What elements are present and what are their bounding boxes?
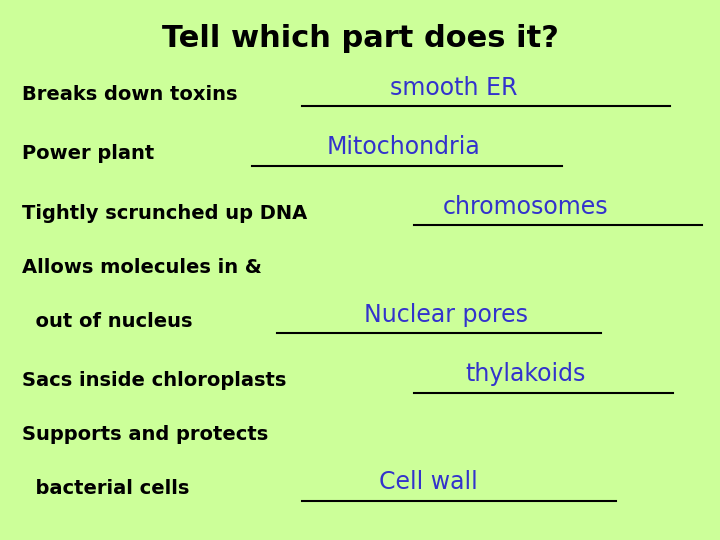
Text: Power plant: Power plant (22, 144, 154, 164)
Text: Allows molecules in &: Allows molecules in & (22, 258, 261, 277)
Text: smooth ER: smooth ER (390, 76, 518, 100)
Text: Tightly scrunched up DNA: Tightly scrunched up DNA (22, 204, 307, 223)
Text: chromosomes: chromosomes (443, 195, 608, 219)
Text: Mitochondria: Mitochondria (326, 136, 480, 159)
Text: Supports and protects: Supports and protects (22, 425, 268, 444)
Text: Sacs inside chloroplasts: Sacs inside chloroplasts (22, 371, 286, 390)
Text: Tell which part does it?: Tell which part does it? (161, 24, 559, 53)
Text: Nuclear pores: Nuclear pores (364, 303, 528, 327)
Text: Cell wall: Cell wall (379, 470, 478, 494)
Text: thylakoids: thylakoids (465, 362, 586, 386)
Text: out of nucleus: out of nucleus (22, 312, 192, 331)
Text: bacterial cells: bacterial cells (22, 479, 189, 498)
Text: Breaks down toxins: Breaks down toxins (22, 85, 237, 104)
